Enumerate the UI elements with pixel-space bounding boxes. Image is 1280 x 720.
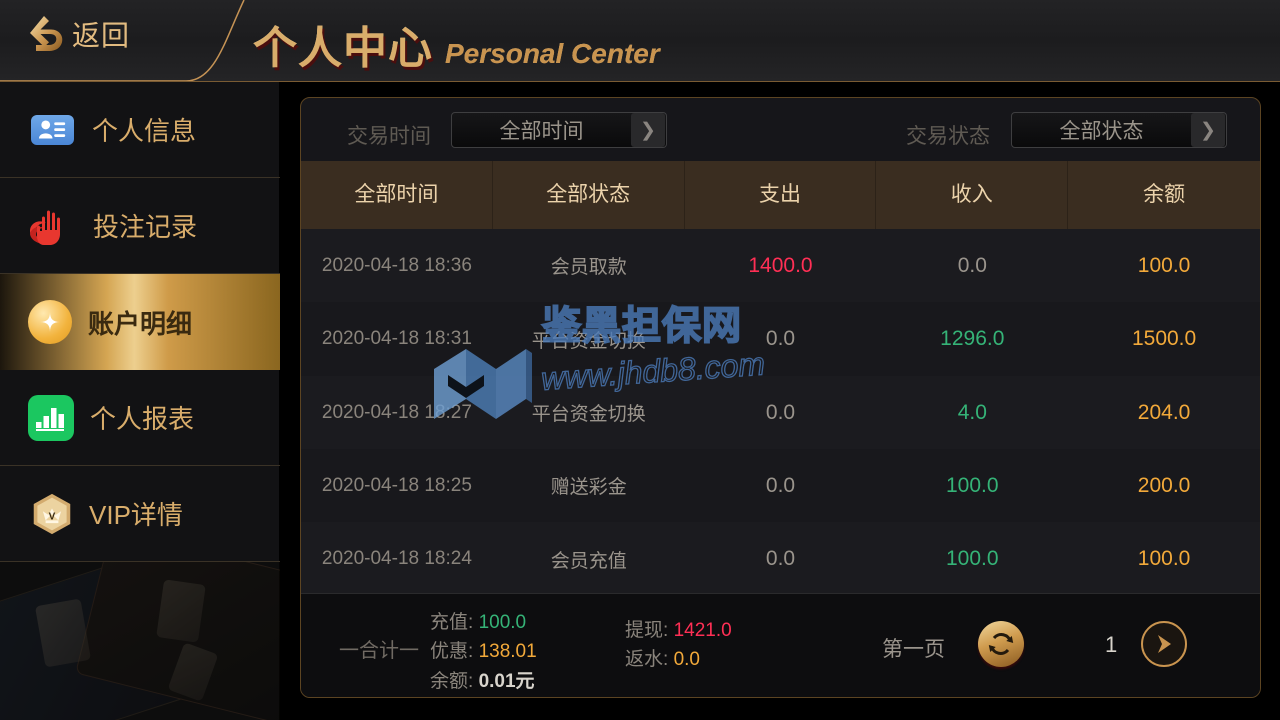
svg-text:V: V: [49, 511, 56, 522]
